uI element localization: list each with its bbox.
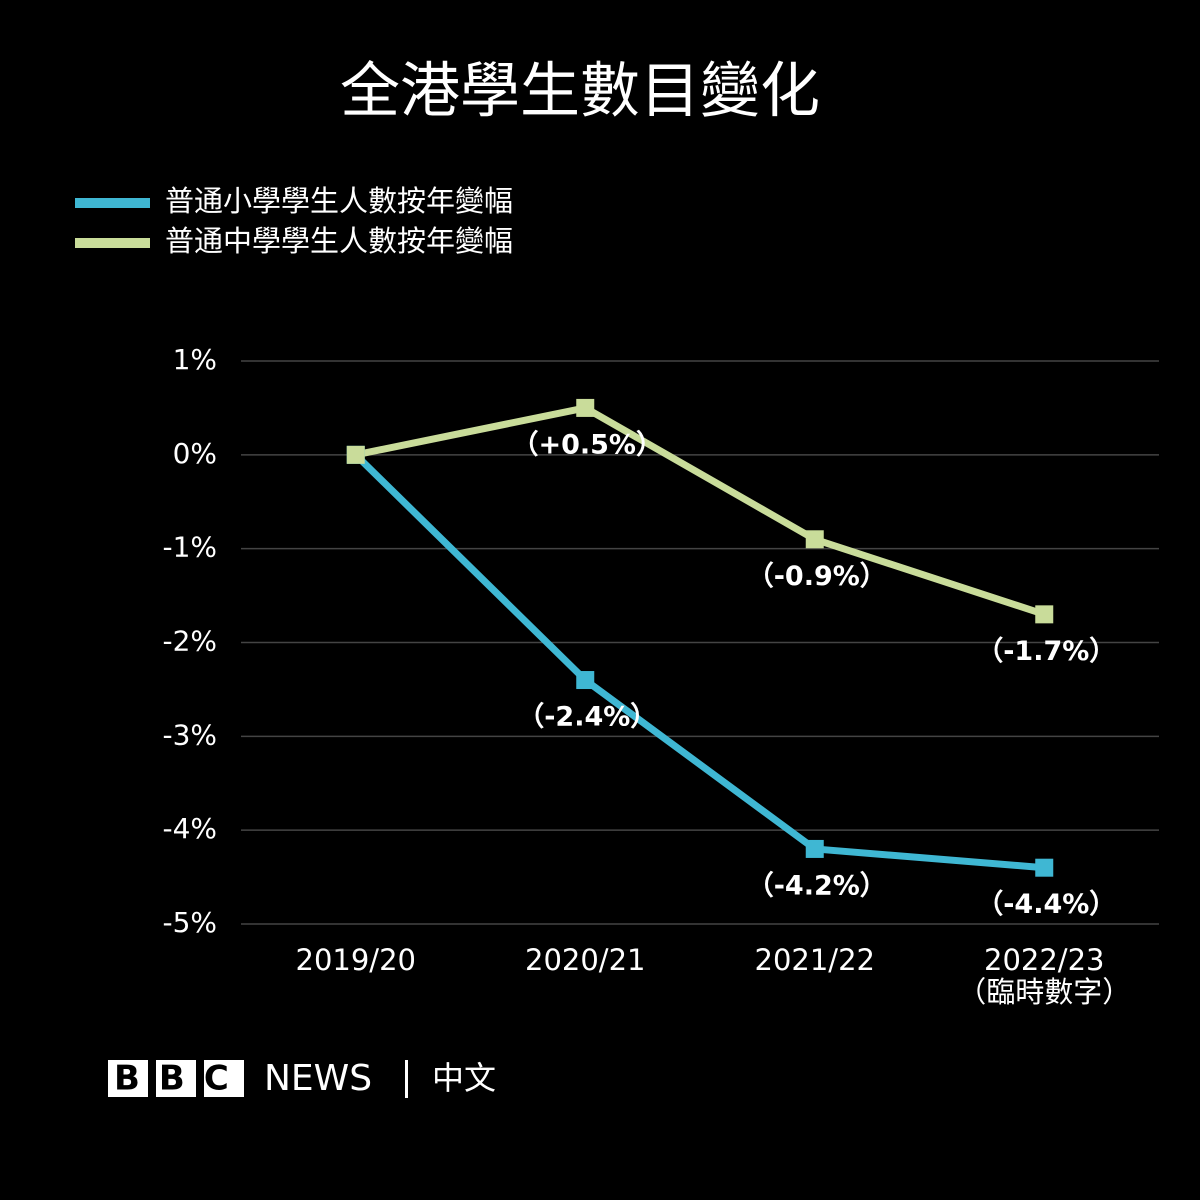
y-tick-label: -5% <box>162 906 217 939</box>
logo-text: BBC <box>114 1059 248 1099</box>
legend-label: 普通中學學生人數按年變幅 <box>165 224 513 258</box>
x-tick-label: 2020/21 <box>525 943 646 977</box>
point-marker <box>576 398 595 417</box>
y-tick-label: 0% <box>173 437 217 470</box>
legend-label: 普通小學學生人數按年變幅 <box>165 184 513 218</box>
source-name: NEWS <box>264 1058 372 1099</box>
point-marker <box>805 839 824 858</box>
y-tick-label: -2% <box>162 625 217 658</box>
x-tick-label: 2019/20 <box>295 943 416 977</box>
point-marker <box>1035 858 1054 877</box>
point-marker <box>1035 605 1054 624</box>
data-label: （-0.9%） <box>747 561 887 592</box>
logo-box <box>204 1060 244 1097</box>
data-label: （-4.4%） <box>976 889 1116 920</box>
logo-box <box>108 1060 148 1097</box>
point-marker <box>576 671 595 690</box>
y-tick-label: 1% <box>173 343 217 376</box>
chart-title: 全港學生數目變化 <box>340 57 820 127</box>
data-label: （-2.4%） <box>517 702 657 733</box>
point-marker <box>805 530 824 549</box>
y-tick-label: -1% <box>162 531 217 564</box>
logo-box <box>156 1060 196 1097</box>
series-line <box>355 404 1046 618</box>
data-label: （-1.7%） <box>976 636 1116 667</box>
source-language: 中文 <box>432 1059 496 1097</box>
y-tick-label: -4% <box>162 812 217 845</box>
series-line <box>353 452 1045 872</box>
divider <box>405 1060 408 1098</box>
x-tick-label: 2022/23 （臨時數字） <box>957 943 1132 1009</box>
point-marker <box>346 445 365 464</box>
x-tick-label: 2021/22 <box>754 943 875 977</box>
data-label: （+0.5%） <box>511 429 663 460</box>
data-label: （-4.2%） <box>747 870 887 901</box>
y-tick-label: -3% <box>162 718 217 751</box>
